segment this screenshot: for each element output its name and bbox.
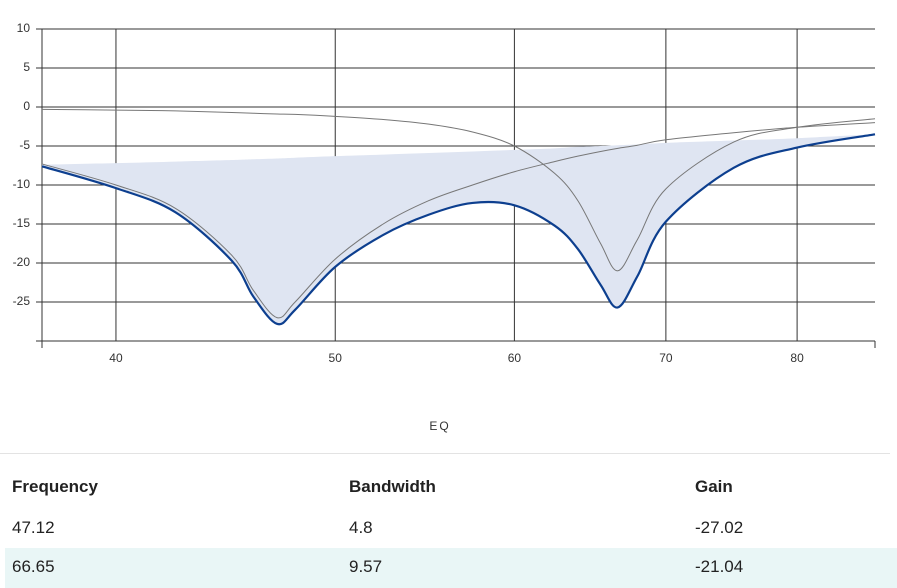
column-header: Frequency [12,477,98,496]
curve [41,108,876,272]
y-tick-label: -25 [13,294,31,308]
table-cell: 9.57 [349,557,383,576]
y-tick-label: 5 [23,60,30,74]
table-cell: 66.65 [12,557,55,576]
y-tick-label: -10 [13,177,31,191]
x-axis-label: EQ [429,419,450,433]
row-highlight [5,548,897,588]
y-tick-label: 10 [17,21,31,35]
curve [41,122,876,319]
chart: EQ -25 -20 -15 -10 -5 0 5 10 40 50 60 70 80 [13,21,876,433]
x-tick-label: 60 [508,351,522,365]
table-cell: -21.04 [695,557,744,576]
table-cell: -27.02 [695,518,744,537]
shaded-area [42,134,875,325]
y-tick-label: -15 [13,216,31,230]
column-header: Gain [695,477,733,496]
y-tick-label: -20 [13,255,31,269]
y-tick-label: 0 [23,99,30,113]
separator [0,453,890,454]
table-cell: 4.8 [349,518,373,537]
x-tick-label: 40 [109,351,123,365]
x-tick-label: 80 [790,351,804,365]
x-tick-label: 50 [329,351,343,365]
x-tick-label: 70 [659,351,673,365]
y-tick-label: -5 [19,138,30,152]
column-header: Bandwidth [349,477,436,496]
curve [41,133,876,326]
table-cell: 47.12 [12,518,55,537]
